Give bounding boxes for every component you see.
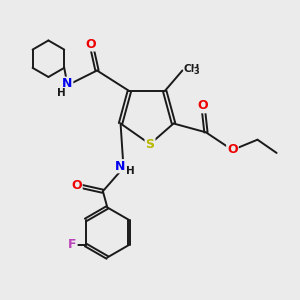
- Text: O: O: [198, 99, 208, 112]
- Text: CH: CH: [184, 64, 200, 74]
- Text: H: H: [57, 88, 65, 98]
- Text: O: O: [71, 179, 82, 192]
- Text: N: N: [62, 77, 73, 90]
- Text: O: O: [227, 143, 238, 157]
- Text: H: H: [127, 166, 135, 176]
- Text: F: F: [68, 238, 76, 251]
- Text: 3: 3: [194, 68, 199, 76]
- Text: O: O: [86, 38, 96, 50]
- Text: S: S: [146, 138, 154, 151]
- Text: N: N: [115, 160, 125, 173]
